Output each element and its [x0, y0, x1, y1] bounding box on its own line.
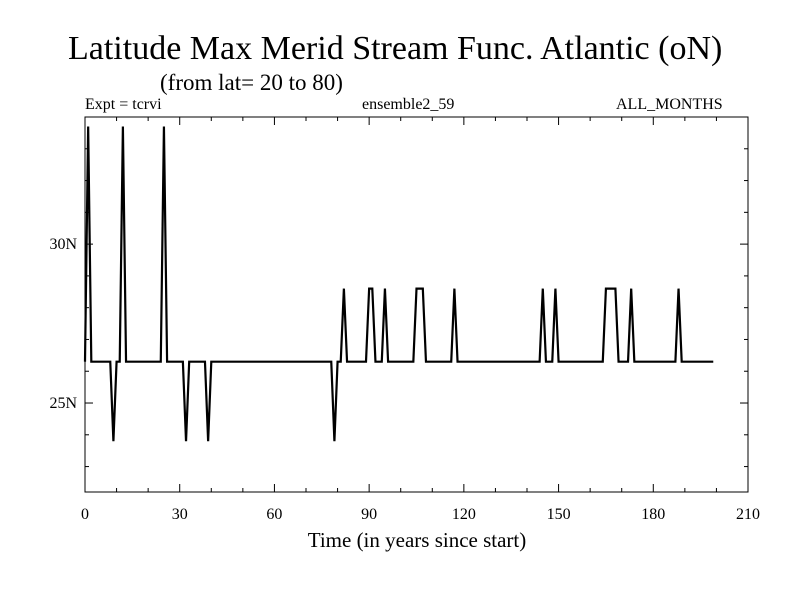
- y-tick-label: 25N: [49, 395, 77, 412]
- chart-subtitle: (from lat= 20 to 80): [160, 70, 343, 95]
- x-tick-label: 210: [736, 506, 760, 523]
- chart-title: Latitude Max Merid Stream Func. Atlantic…: [68, 30, 723, 67]
- x-tick-label: 180: [641, 506, 665, 523]
- x-tick-label: 0: [81, 506, 89, 523]
- x-tick-label: 30: [172, 506, 188, 523]
- x-tick-labels: 0 30 60 90 120 150 180 210: [81, 506, 760, 523]
- months-label: ALL_MONTHS: [616, 96, 723, 113]
- x-tick-label: 60: [266, 506, 282, 523]
- axis-ticks: [84, 116, 749, 492]
- x-axis-label: Time (in years since start): [308, 528, 527, 552]
- series-line: [83, 126, 714, 442]
- x-tick-label: 150: [547, 506, 571, 523]
- x-tick-label: 120: [452, 506, 476, 523]
- y-tick-labels: 25N 30N: [49, 236, 77, 412]
- experiment-label: Expt = tcrvi: [85, 96, 162, 113]
- y-tick-label: 30N: [49, 236, 77, 253]
- ensemble-label: ensemble2_59: [362, 96, 455, 113]
- x-tick-label: 90: [361, 506, 377, 523]
